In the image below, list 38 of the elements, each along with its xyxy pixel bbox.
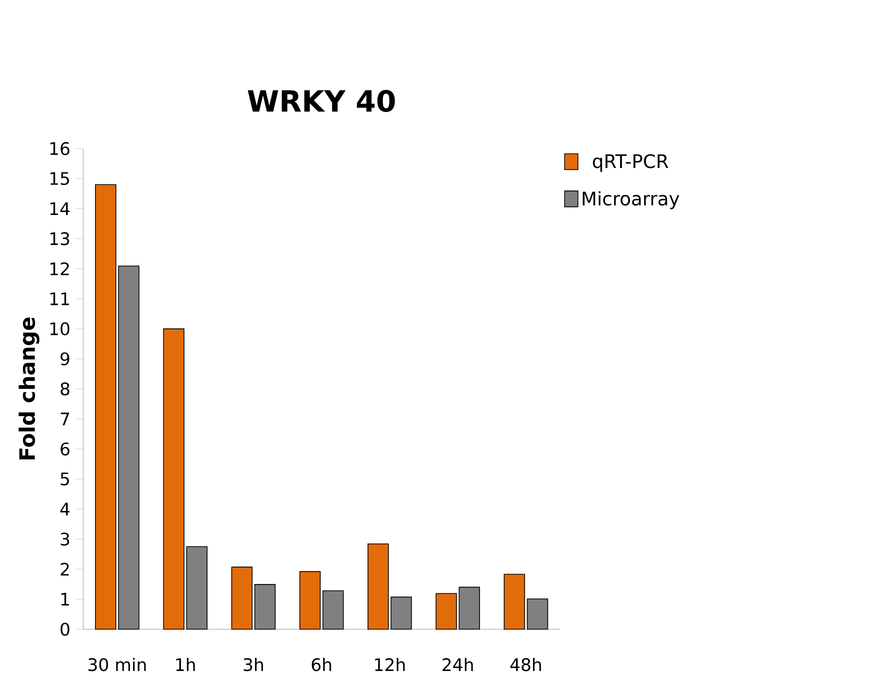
bar (186, 546, 208, 630)
y-tick-label: 5 (60, 472, 69, 486)
y-tick-label: 9 (60, 352, 70, 366)
y-tick-label: 2 (60, 562, 69, 576)
bar (231, 566, 253, 630)
y-tick-label: 15 (50, 172, 69, 186)
y-axis-title: Fold change (18, 318, 40, 460)
bar (458, 586, 480, 630)
x-tick-label: 30 min (88, 658, 146, 672)
bar (504, 574, 526, 630)
y-tick-label: 3 (60, 532, 70, 546)
y-tick-label: 13 (50, 232, 70, 246)
y-tick-label: 4 (60, 502, 70, 516)
x-tick-label: 12h (375, 658, 405, 672)
y-tick-label: 1 (61, 593, 69, 606)
y-tick-label: 12 (50, 262, 69, 276)
y-tick-label: 0 (60, 622, 70, 636)
y-tick-label: 14 (50, 202, 70, 216)
legend-label: qRT-PCR (592, 154, 668, 172)
chart-title: WRKY 40 (248, 90, 395, 112)
bar (299, 571, 321, 630)
y-tick-label: 8 (60, 382, 70, 396)
x-tick-label: 48h (510, 658, 541, 672)
y-tick-label: 16 (50, 142, 70, 156)
x-tick-label: 1h (176, 658, 195, 672)
y-tick-label: 7 (60, 412, 70, 426)
y-tick-label: 6 (60, 442, 70, 456)
bar (322, 590, 344, 630)
x-tick-label: 6h (312, 658, 332, 672)
x-tick-label: 3h (244, 658, 263, 672)
bar (526, 598, 548, 630)
y-tick-label: 11 (50, 292, 69, 306)
x-tick-label: 24h (442, 658, 473, 672)
bar (436, 593, 457, 630)
bar (163, 328, 184, 630)
legend-label: Microarray (582, 191, 680, 210)
bar (254, 584, 276, 630)
y-tick-label: 10 (50, 322, 70, 336)
